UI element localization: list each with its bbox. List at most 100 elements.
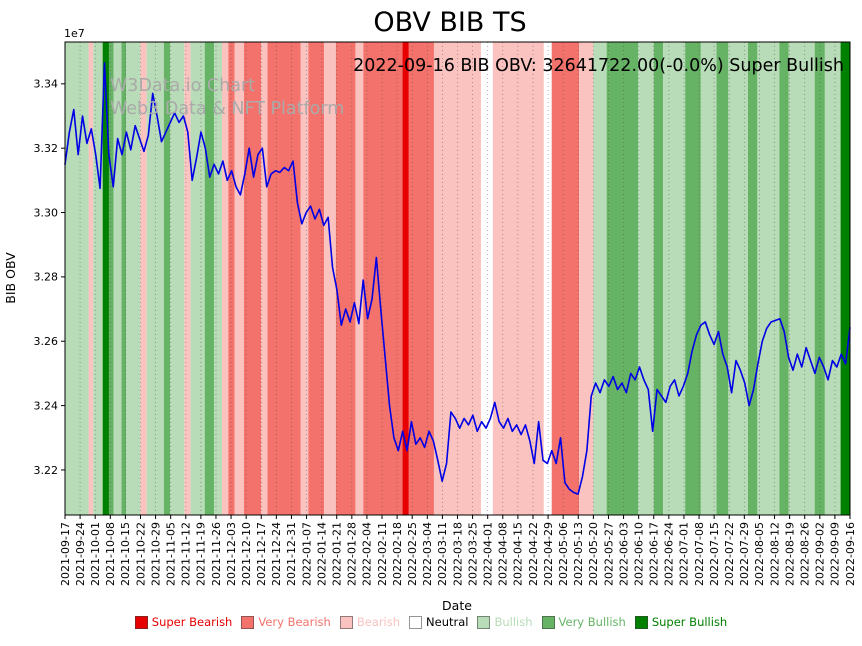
x-tick-label: 2021-12-17 xyxy=(255,522,268,586)
y-tick-label: 3.26 xyxy=(34,335,59,348)
sentiment-band-very_bearish xyxy=(363,42,403,515)
legend-swatch xyxy=(339,616,353,629)
sentiment-band-very_bullish xyxy=(685,42,701,515)
x-tick-label: 2022-04-01 xyxy=(481,522,494,586)
x-tick-label: 2021-12-24 xyxy=(270,522,283,586)
y-axis-label: BIB OBV xyxy=(3,252,18,304)
legend-item-very-bearish: Very Bearish xyxy=(241,615,331,629)
y-axis-offset-label: 1e7 xyxy=(64,27,85,40)
sentiment-band-bullish xyxy=(113,42,122,515)
x-tick-label: 2022-01-14 xyxy=(315,522,328,586)
x-tick-label: 2021-09-24 xyxy=(74,522,87,586)
sentiment-band-very_bullish xyxy=(716,42,729,515)
x-tick-label: 2022-02-25 xyxy=(406,522,419,586)
sentiment-band-bullish xyxy=(214,42,222,515)
sentiment-band-very_bearish xyxy=(267,42,301,515)
x-tick-label: 2021-10-22 xyxy=(134,522,147,586)
x-tick-label: 2022-07-01 xyxy=(678,522,691,586)
page-title: OBV BIB TS xyxy=(373,7,526,38)
sentiment-band-bearish xyxy=(140,42,147,515)
sentiment-band-neutral xyxy=(481,42,493,515)
legend-swatch xyxy=(477,616,491,629)
legend-swatch xyxy=(134,616,148,629)
y-tick-label: 3.28 xyxy=(34,271,59,284)
legend-label: Bearish xyxy=(356,615,401,629)
sentiment-band-bearish xyxy=(579,42,594,515)
sentiment-band-very_bullish xyxy=(121,42,127,515)
sentiment-band-super_bullish xyxy=(840,42,850,515)
x-tick-label: 2022-03-11 xyxy=(436,522,449,586)
x-tick-label: 2022-01-07 xyxy=(300,522,313,586)
legend-swatch xyxy=(241,616,255,629)
x-tick-label: 2022-08-26 xyxy=(799,522,812,586)
sentiment-band-bullish xyxy=(824,42,841,515)
sentiment-band-very_bullish xyxy=(108,42,114,515)
sentiment-band-bearish xyxy=(300,42,309,515)
x-tick-label: 2022-02-18 xyxy=(391,522,404,586)
legend-item-super-bearish: Super Bearish xyxy=(134,615,233,629)
x-tick-label: 2021-11-19 xyxy=(195,522,208,586)
sentiment-band-bearish xyxy=(324,42,336,515)
sentiment-band-bullish xyxy=(126,42,141,515)
x-tick-label: 2022-06-17 xyxy=(648,522,661,586)
y-tick-label: 3.30 xyxy=(34,206,59,219)
legend-swatch xyxy=(541,616,555,629)
x-tick-label: 2021-12-03 xyxy=(225,522,238,586)
sentiment-band-bearish xyxy=(88,42,94,515)
sentiment-band-bullish xyxy=(170,42,185,515)
sentiment-band-very_bearish xyxy=(408,42,434,515)
sentiment-band-bullish xyxy=(788,42,815,515)
x-tick-label: 2021-12-31 xyxy=(285,522,298,586)
legend-label: Super Bearish xyxy=(151,615,233,629)
legend-item-very-bullish: Very Bullish xyxy=(541,616,626,629)
sentiment-band-bearish xyxy=(184,42,191,515)
sentiment-band-bullish xyxy=(593,42,607,515)
y-tick-label: 3.34 xyxy=(34,78,59,91)
legend: Super Bearish Very Bearish Bearish Neutral B… xyxy=(0,616,862,629)
x-tick-label: 2021-11-05 xyxy=(164,522,177,586)
sentiment-band-bullish xyxy=(700,42,717,515)
legend-swatch xyxy=(634,616,648,629)
sentiment-band-very_bullish xyxy=(606,42,639,515)
x-tick-label: 2022-07-15 xyxy=(708,522,721,586)
x-tick-label: 2022-08-05 xyxy=(753,522,766,586)
x-tick-label: 2022-09-02 xyxy=(814,522,827,586)
series-layer xyxy=(64,62,851,495)
sentiment-band-bullish xyxy=(190,42,205,515)
x-tick-label: 2022-06-03 xyxy=(617,522,630,586)
legend-label: Very Bearish xyxy=(258,615,331,629)
x-tick-label: 2022-07-08 xyxy=(693,522,706,586)
x-tick-label: 2022-02-04 xyxy=(361,522,374,586)
latest-value-annotation: 2022-09-16 BIB OBV: 32641722.00(-0.0%) S… xyxy=(353,56,844,76)
sentiment-band-super_bullish xyxy=(102,42,109,515)
x-tick-label: 2022-07-29 xyxy=(738,522,751,586)
legend-label: Neutral xyxy=(426,615,469,629)
x-tick-label: 2022-03-18 xyxy=(451,522,464,586)
sentiment-band-very_bearish xyxy=(335,42,356,515)
x-tick-label: 2022-08-12 xyxy=(768,522,781,586)
x-tick-label: 2021-10-15 xyxy=(119,522,132,586)
x-tick-label: 2022-09-09 xyxy=(829,522,842,586)
x-tick-label: 2021-10-01 xyxy=(89,522,102,586)
x-tick-label: 2022-04-08 xyxy=(497,522,510,586)
x-tick-label: 2021-11-26 xyxy=(210,522,223,586)
x-tick-label: 2022-04-29 xyxy=(542,522,555,586)
sentiment-band-very_bullish xyxy=(204,42,215,515)
sentiment-band-very_bullish xyxy=(163,42,171,515)
x-tick-label: 2022-04-15 xyxy=(512,522,525,586)
legend-item-bearish: Bearish xyxy=(339,615,401,629)
sentiment-band-bullish xyxy=(93,42,103,515)
watermark-line2: Web3 Data & NFT Platform xyxy=(110,99,344,119)
x-tick-label: 2022-08-19 xyxy=(783,522,796,586)
x-tick-label: 2021-11-12 xyxy=(180,522,193,586)
legend-swatch xyxy=(409,616,423,629)
sentiment-band-bearish xyxy=(355,42,364,515)
x-tick-label: 2022-02-11 xyxy=(376,522,389,586)
sentiment-band-bearish xyxy=(234,42,244,515)
x-tick-label: 2022-01-21 xyxy=(331,522,344,586)
x-tick-label: 2022-04-22 xyxy=(527,522,540,586)
legend-item-bullish: Bullish xyxy=(477,616,533,629)
sentiment-band-very_bullish xyxy=(653,42,664,515)
